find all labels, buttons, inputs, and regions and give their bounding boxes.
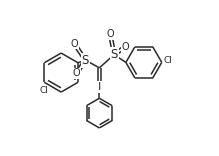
Text: Cl: Cl — [164, 56, 172, 65]
Text: O: O — [73, 68, 81, 78]
Text: O: O — [71, 39, 78, 49]
Text: O: O — [121, 42, 129, 52]
Text: I: I — [98, 82, 101, 92]
Text: Cl: Cl — [39, 86, 48, 95]
Text: O: O — [106, 29, 114, 39]
Text: S: S — [111, 48, 118, 61]
Text: S: S — [82, 54, 89, 67]
